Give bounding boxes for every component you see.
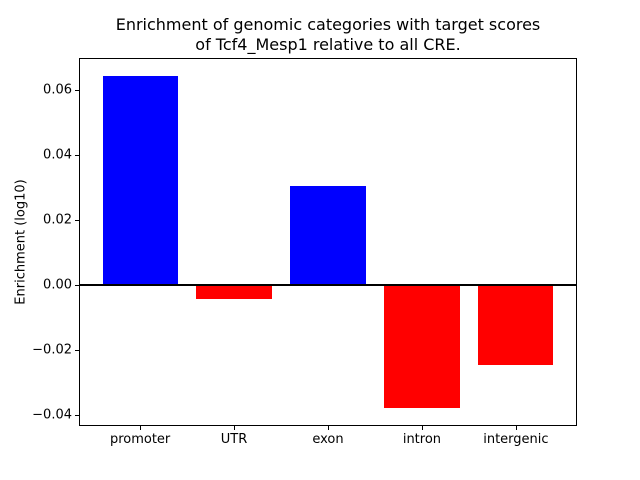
bar-utr [196,285,272,299]
y-tick-0.06 [75,89,80,91]
x-tick-label-intergenic: intergenic [483,432,549,447]
y-tick-0.00 [75,284,80,286]
zero-line [80,284,576,287]
bar-intergenic [478,285,554,366]
chart-title: Enrichment of genomic categories with ta… [79,15,577,55]
x-tick-label-intron: intron [402,432,442,447]
x-tick-exon [328,425,329,430]
x-tick-promoter [140,425,142,430]
y-tick-0.02 [75,219,80,221]
bar-intron [384,285,460,409]
x-tick-label-utr: UTR [220,432,248,447]
y-tick-label-0.02: 0.02 [43,212,72,228]
chart-title-line1: Enrichment of genomic categories with ta… [115,15,541,34]
y-tick-0.04 [75,154,80,156]
x-tick-intron [421,425,423,430]
y-tick-label-0.00: 0.00 [43,277,72,293]
y-tick-label-−0.02: −0.02 [32,342,72,358]
y-tick-label-0.06: 0.06 [43,82,72,98]
chart-title-line2: of Tcf4_Mesp1 relative to all CRE. [195,35,461,54]
x-tick-label-exon: exon [312,432,344,447]
bar-exon [290,186,366,286]
y-tick-−0.02 [75,349,80,351]
plot-area: promoter UTR exon intron intergenic 0.06 0.04 0… [32,58,577,447]
x-tick-label-promoter: promoter [109,432,171,447]
bar-promoter [102,75,178,286]
x-tick-utr [234,425,236,430]
y-tick-label-0.04: 0.04 [43,147,72,163]
y-tick-label-−0.04: −0.04 [32,407,72,423]
x-tick-intergenic [515,425,517,430]
y-tick-−0.04 [75,414,80,416]
